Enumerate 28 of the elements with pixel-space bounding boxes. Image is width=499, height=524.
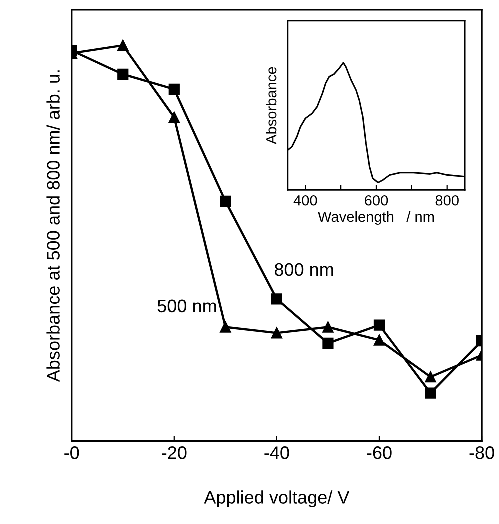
point: [118, 68, 129, 80]
point: [425, 388, 436, 399]
x-tick-label: -80: [470, 446, 494, 460]
point: [374, 320, 386, 331]
x-axis-title: Applied voltage/ V: [204, 490, 350, 508]
x-tick-label: 600: [365, 195, 388, 206]
x-tick-label: -20: [162, 446, 187, 460]
x-tick-label: 800: [436, 195, 459, 206]
point: [271, 294, 282, 305]
point: [322, 322, 334, 333]
point: [271, 328, 282, 339]
point: [168, 84, 180, 96]
x-axis-title: Wavelength / nm: [318, 211, 434, 226]
x-tick-label: -0: [64, 446, 80, 460]
series-label: 500 nm: [158, 300, 216, 313]
x-tick-label: -40: [264, 446, 290, 460]
series-label: 800 nm: [274, 263, 334, 276]
y-axis-title: Absorbance at 500 and 800 nm/ arb. u.: [46, 70, 60, 382]
point: [374, 334, 386, 346]
point: [425, 372, 436, 383]
point: [220, 322, 232, 333]
point: [322, 338, 334, 350]
point: [220, 196, 232, 208]
y-axis-title: Absorbance: [266, 67, 277, 144]
point: [118, 40, 129, 52]
x-tick-label: -60: [367, 446, 392, 460]
point: [168, 112, 180, 124]
x-tick-label: 400: [294, 195, 318, 206]
